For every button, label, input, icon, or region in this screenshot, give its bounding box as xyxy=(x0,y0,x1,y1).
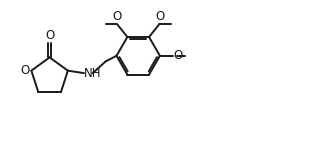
Text: O: O xyxy=(155,10,165,23)
Text: O: O xyxy=(173,49,183,62)
Text: O: O xyxy=(112,10,121,23)
Text: O: O xyxy=(20,64,29,77)
Text: NH: NH xyxy=(84,67,102,80)
Text: O: O xyxy=(45,29,54,42)
